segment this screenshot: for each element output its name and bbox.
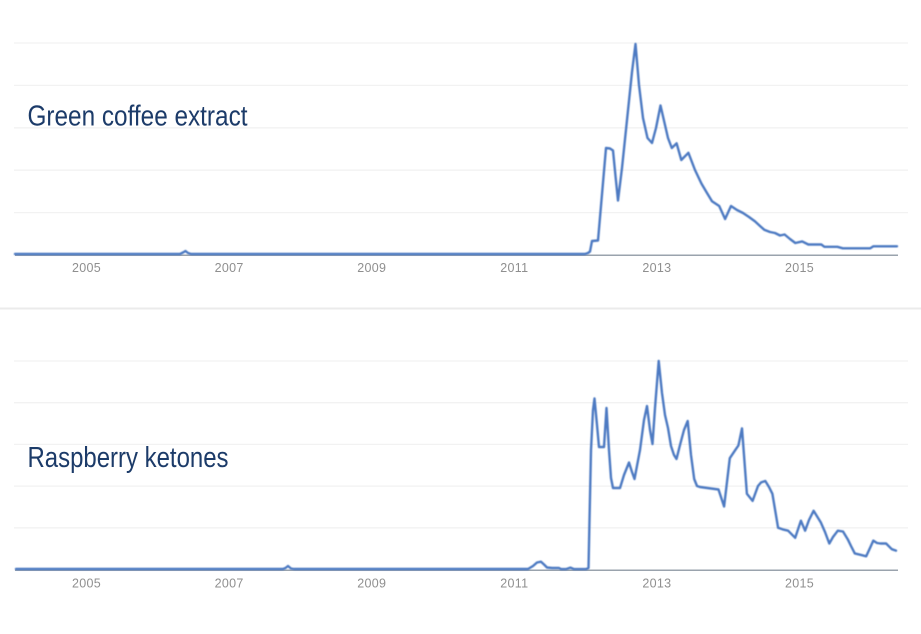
svg-text:2011: 2011 [500, 261, 528, 275]
svg-text:2009: 2009 [357, 261, 386, 275]
svg-text:2005: 2005 [72, 577, 101, 591]
svg-text:2009: 2009 [357, 577, 386, 591]
svg-text:2007: 2007 [215, 577, 244, 591]
svg-text:2013: 2013 [642, 577, 671, 591]
svg-text:Green coffee extract: Green coffee extract [28, 101, 248, 133]
svg-text:2015: 2015 [785, 261, 814, 275]
svg-text:Raspberry ketones: Raspberry ketones [28, 442, 229, 474]
svg-text:2011: 2011 [500, 577, 528, 591]
svg-text:2005: 2005 [72, 261, 101, 275]
svg-text:2013: 2013 [642, 261, 671, 275]
svg-text:2007: 2007 [215, 261, 244, 275]
svg-text:2015: 2015 [785, 577, 814, 591]
